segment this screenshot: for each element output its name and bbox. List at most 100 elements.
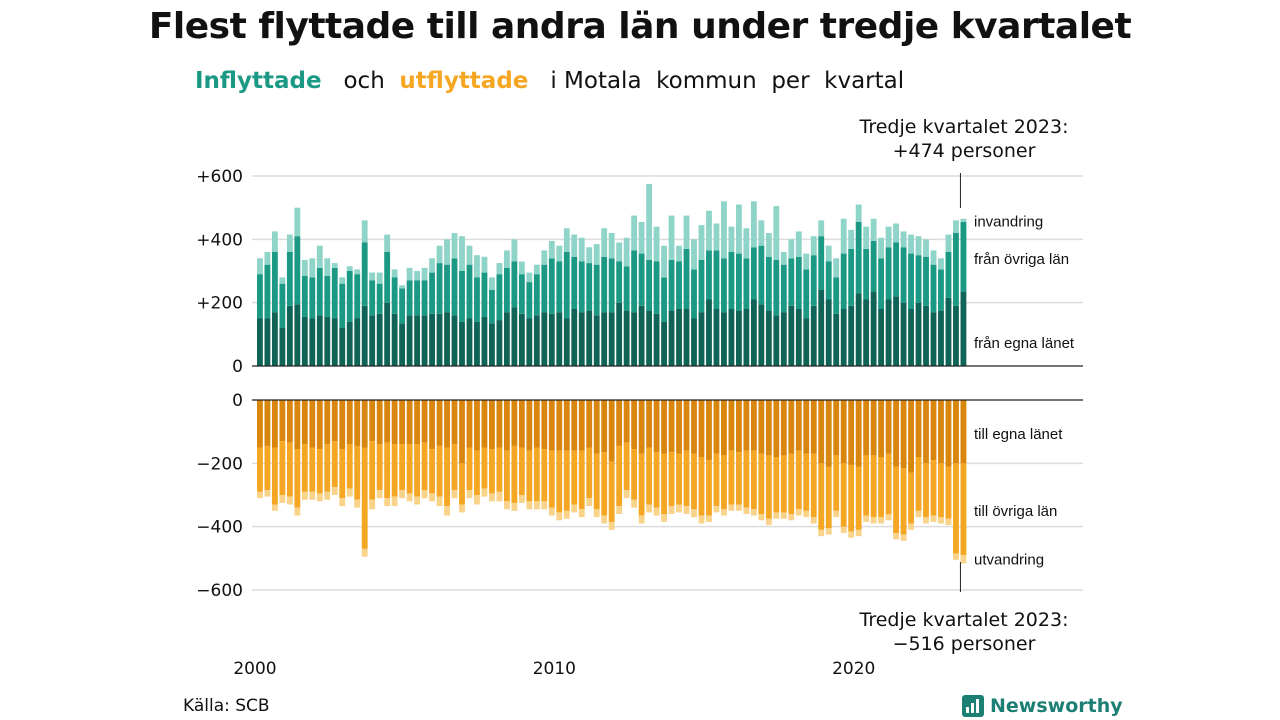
- bar-out-other: [893, 466, 899, 533]
- bar-out-other: [728, 450, 735, 505]
- bar-out-emigration: [324, 491, 331, 500]
- bar-in-own: [676, 309, 682, 366]
- bar-out-emigration: [369, 499, 376, 510]
- bar-out-other: [885, 453, 892, 514]
- bar-in-other: [503, 267, 510, 313]
- bar-out-own: [301, 400, 308, 445]
- annotation-bottom: Tredje kvartalet 2023:: [859, 609, 1069, 631]
- annotation-top: Tredje kvartalet 2023:: [859, 116, 1069, 138]
- bar-in-immigration: [286, 234, 293, 252]
- bar-out-emigration: [706, 515, 712, 522]
- bar-in-immigration: [489, 277, 495, 290]
- bar-in-own: [840, 309, 847, 366]
- bar-in-other: [541, 264, 548, 313]
- bar-in-other: [803, 269, 810, 319]
- bar-out-other: [900, 468, 907, 535]
- bar-in-other: [601, 256, 608, 313]
- bar-out-other: [773, 457, 780, 513]
- bar-in-other: [646, 259, 653, 311]
- bar-out-own: [548, 400, 555, 451]
- bar-in-other: [735, 253, 742, 311]
- bar-in-own: [346, 321, 353, 366]
- series-label-out-own: till egna länet: [974, 426, 1063, 443]
- bar-out-own: [586, 400, 593, 448]
- bar-in-own: [548, 313, 555, 366]
- bar-in-own: [638, 305, 645, 366]
- bar-in-other: [451, 258, 458, 316]
- bar-in-own: [788, 305, 795, 366]
- bar-out-emigration: [511, 502, 518, 511]
- bar-out-own: [765, 400, 772, 456]
- bar-in-immigration: [953, 220, 959, 233]
- bar-out-other: [691, 453, 697, 510]
- bar-in-other: [825, 261, 832, 300]
- bar-out-other: [264, 445, 271, 491]
- bar-in-immigration: [735, 204, 742, 254]
- bar-in-immigration: [466, 245, 473, 265]
- bar-out-other: [780, 455, 787, 513]
- bar-in-own: [915, 302, 922, 366]
- bar-in-own: [571, 309, 578, 366]
- bar-out-other: [863, 455, 870, 516]
- bar-in-other: [369, 280, 376, 316]
- bar-in-other: [474, 277, 480, 322]
- bar-out-own: [735, 400, 742, 453]
- axes: [252, 173, 1083, 592]
- bar-in-own: [429, 313, 435, 366]
- bar-in-immigration: [481, 256, 488, 273]
- bar-in-other: [721, 258, 727, 313]
- bar-out-other: [953, 463, 959, 554]
- bar-out-emigration: [391, 496, 398, 507]
- bar-in-own: [466, 318, 473, 366]
- bar-out-emigration: [691, 509, 697, 518]
- bar-in-other: [279, 283, 286, 328]
- bar-out-emigration: [481, 488, 488, 497]
- bar-out-own: [848, 400, 855, 465]
- bar-in-own: [257, 318, 263, 366]
- bar-out-own: [900, 400, 907, 469]
- bar-out-emigration: [608, 521, 615, 530]
- bar-in-immigration: [646, 183, 653, 260]
- bar-out-emigration: [953, 553, 959, 560]
- bar-in-immigration: [271, 231, 278, 252]
- bar-out-own: [421, 400, 428, 443]
- bar-out-emigration: [833, 510, 840, 518]
- bar-out-emigration: [743, 507, 750, 514]
- bar-in-immigration: [548, 240, 555, 259]
- bar-out-emigration: [713, 506, 720, 513]
- annotation-top: +474 personer: [893, 140, 1036, 162]
- bar-out-own: [541, 400, 548, 450]
- bar-out-emigration: [593, 509, 600, 518]
- bar-in-immigration: [683, 215, 690, 249]
- bar-in-own: [309, 318, 316, 366]
- bar-out-other: [870, 455, 877, 518]
- bar-out-other: [788, 453, 795, 514]
- bar-in-own: [833, 313, 840, 366]
- bar-out-emigration: [331, 487, 338, 495]
- bar-in-own: [481, 316, 488, 366]
- bar-in-immigration: [608, 233, 615, 259]
- bar-out-other: [735, 452, 742, 505]
- bar-in-immigration: [676, 245, 682, 262]
- bar-in-immigration: [586, 247, 593, 264]
- bar-out-other: [601, 452, 608, 516]
- bar-in-own: [855, 293, 862, 366]
- bar-out-own: [668, 400, 675, 453]
- bars: [257, 183, 967, 564]
- bar-in-own: [728, 309, 735, 366]
- bar-in-immigration: [301, 259, 308, 276]
- bar-out-own: [444, 400, 450, 448]
- bar-in-own: [421, 315, 428, 366]
- brand-logo[interactable]: Newsworthy: [962, 693, 1123, 719]
- series-label-in-own: från egna länet: [974, 335, 1075, 352]
- bar-out-emigration: [773, 512, 780, 519]
- bar-in-own: [533, 315, 540, 366]
- bar-in-other: [346, 271, 353, 322]
- bar-out-emigration: [795, 509, 802, 516]
- bar-in-immigration: [923, 239, 929, 257]
- bar-in-immigration: [788, 239, 795, 259]
- bar-out-other: [459, 463, 465, 505]
- bar-out-other: [646, 447, 653, 505]
- bar-in-other: [683, 248, 690, 309]
- bar-in-immigration: [533, 264, 540, 275]
